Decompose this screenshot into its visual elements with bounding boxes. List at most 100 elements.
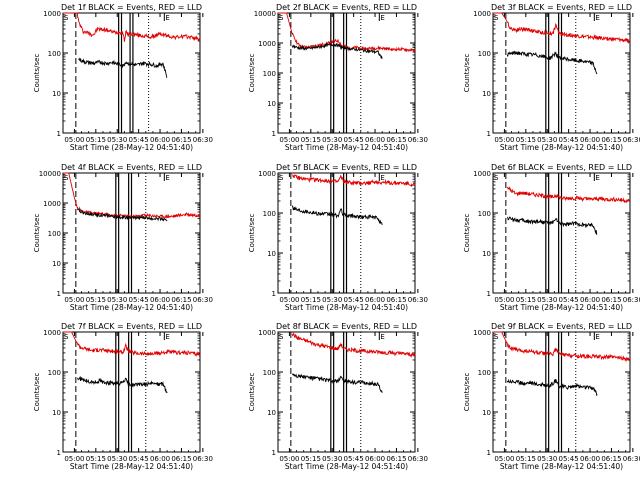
y-axis-label: Counts/sec bbox=[248, 214, 256, 253]
y-tick-label: 1000 bbox=[258, 40, 276, 48]
panel-title: Det 1f BLACK = Events, RED = LLD bbox=[61, 3, 202, 12]
lld-series-line bbox=[291, 332, 416, 358]
y-tick-label: 1000 bbox=[473, 329, 491, 337]
x-tick-label: 05:45 bbox=[129, 136, 149, 144]
event-marker-label: E bbox=[595, 14, 599, 22]
event-marker-label: S bbox=[494, 14, 499, 22]
y-tick-label: 100 bbox=[48, 50, 61, 58]
lld-series-line bbox=[493, 12, 630, 44]
x-tick-label: 05:30 bbox=[537, 455, 557, 463]
panel-title: Det 2f BLACK = Events, RED = LLD bbox=[276, 3, 417, 12]
x-tick-label: 05:15 bbox=[301, 136, 321, 144]
x-tick-label: 05:00 bbox=[279, 455, 299, 463]
panel-4: Det 4f BLACK = Events, RED = LLD 1 10 100 10… bbox=[33, 163, 213, 312]
y-tick-label: 1 bbox=[487, 130, 491, 138]
x-tick-label: 06:00 bbox=[580, 296, 600, 304]
x-axis-label: Start Time (28-May-12 04:51:40) bbox=[500, 143, 623, 152]
x-tick-label: 06:15 bbox=[171, 455, 191, 463]
x-tick-label: 06:15 bbox=[386, 455, 406, 463]
panel-2: Det 2f BLACK = Events, RED = LLD 1 10 100 10… bbox=[248, 3, 428, 152]
y-tick-label: 1 bbox=[487, 290, 491, 298]
x-tick-label: 05:45 bbox=[129, 455, 149, 463]
panel-title: Det 3f BLACK = Events, RED = LLD bbox=[491, 3, 632, 12]
x-tick-label: 06:00 bbox=[365, 455, 385, 463]
x-tick-label: 06:00 bbox=[150, 136, 170, 144]
y-tick-label: 1000 bbox=[43, 10, 61, 18]
x-tick-label: 05:15 bbox=[301, 455, 321, 463]
event-marker-label: E bbox=[165, 174, 169, 182]
panel-title: Det 8f BLACK = Events, RED = LLD bbox=[276, 322, 417, 331]
event-marker-label: S bbox=[279, 333, 284, 341]
x-tick-label: 05:45 bbox=[129, 296, 149, 304]
x-tick-label: 06:15 bbox=[601, 136, 621, 144]
x-tick-label: 06:00 bbox=[150, 455, 170, 463]
x-tick-label: 06:00 bbox=[365, 296, 385, 304]
x-tick-label: 06:00 bbox=[365, 136, 385, 144]
x-tick-label: 05:30 bbox=[107, 136, 127, 144]
y-tick-label: 10 bbox=[267, 409, 276, 417]
events-series-line bbox=[291, 42, 383, 59]
events-series-line bbox=[506, 50, 598, 75]
y-tick-label: 10 bbox=[52, 409, 61, 417]
events-series-line bbox=[291, 373, 383, 394]
lld-series-line bbox=[506, 186, 630, 204]
y-tick-label: 100 bbox=[478, 50, 491, 58]
y-tick-label: 100 bbox=[478, 210, 491, 218]
y-tick-label: 10 bbox=[267, 100, 276, 108]
x-axis-label: Start Time (28-May-12 04:51:40) bbox=[285, 303, 408, 312]
events-series-line bbox=[78, 57, 168, 78]
y-tick-label: 1 bbox=[57, 449, 61, 457]
panel-1: Det 1f BLACK = Events, RED = LLD 1 10 100 10… bbox=[33, 3, 213, 152]
x-tick-label: 06:00 bbox=[580, 136, 600, 144]
x-tick-label: 05:15 bbox=[516, 296, 536, 304]
x-tick-label: 05:00 bbox=[494, 455, 514, 463]
x-tick-label: 05:00 bbox=[494, 296, 514, 304]
y-tick-label: 10 bbox=[52, 90, 61, 98]
x-tick-label: 06:30 bbox=[193, 296, 213, 304]
events-series-line bbox=[506, 216, 598, 235]
y-tick-label: 1 bbox=[57, 130, 61, 138]
x-tick-label: 05:15 bbox=[86, 136, 106, 144]
y-tick-label: 100 bbox=[48, 230, 61, 238]
event-marker-label: S bbox=[64, 174, 69, 182]
y-tick-label: 10000 bbox=[254, 10, 276, 18]
x-tick-label: 06:15 bbox=[386, 296, 406, 304]
y-axis-label: Counts/sec bbox=[248, 373, 256, 412]
event-marker-label: E bbox=[595, 174, 599, 182]
lld-series-line bbox=[63, 331, 201, 358]
events-series-line bbox=[77, 375, 168, 394]
panel-5: Det 5f BLACK = Events, RED = LLD 1 10 100 10… bbox=[248, 163, 428, 312]
y-axis-label: Counts/sec bbox=[33, 214, 41, 253]
y-tick-label: 1 bbox=[272, 290, 276, 298]
event-marker-label: S bbox=[494, 174, 499, 182]
x-tick-label: 05:30 bbox=[322, 455, 342, 463]
x-tick-label: 05:00 bbox=[494, 136, 514, 144]
x-tick-label: 05:30 bbox=[537, 136, 557, 144]
x-axis-label: Start Time (28-May-12 04:51:40) bbox=[70, 303, 193, 312]
x-tick-label: 06:30 bbox=[623, 136, 640, 144]
events-series-line bbox=[291, 204, 383, 226]
y-tick-label: 10 bbox=[52, 260, 61, 268]
y-axis-label: Counts/sec bbox=[33, 373, 41, 412]
y-tick-label: 1000 bbox=[43, 200, 61, 208]
y-axis-label: Counts/sec bbox=[463, 54, 471, 93]
x-tick-label: 05:00 bbox=[64, 136, 84, 144]
y-tick-label: 10000 bbox=[39, 170, 61, 178]
event-marker-label: E bbox=[165, 14, 169, 22]
x-tick-label: 05:30 bbox=[537, 296, 557, 304]
event-marker-label: S bbox=[494, 333, 499, 341]
y-tick-label: 1000 bbox=[258, 329, 276, 337]
panel-title: Det 6f BLACK = Events, RED = LLD bbox=[491, 163, 632, 172]
panel-7: Det 7f BLACK = Events, RED = LLD 1 10 100 10… bbox=[33, 322, 213, 471]
x-tick-label: 06:15 bbox=[171, 136, 191, 144]
x-axis-label: Start Time (28-May-12 04:51:40) bbox=[285, 462, 408, 471]
y-tick-label: 10 bbox=[482, 409, 491, 417]
x-tick-label: 05:30 bbox=[322, 136, 342, 144]
y-tick-label: 1 bbox=[272, 449, 276, 457]
event-marker-label: S bbox=[279, 14, 284, 22]
x-tick-label: 05:00 bbox=[279, 296, 299, 304]
lld-series-line bbox=[63, 12, 201, 42]
y-axis-label: Counts/sec bbox=[248, 54, 256, 93]
x-tick-label: 05:15 bbox=[516, 136, 536, 144]
